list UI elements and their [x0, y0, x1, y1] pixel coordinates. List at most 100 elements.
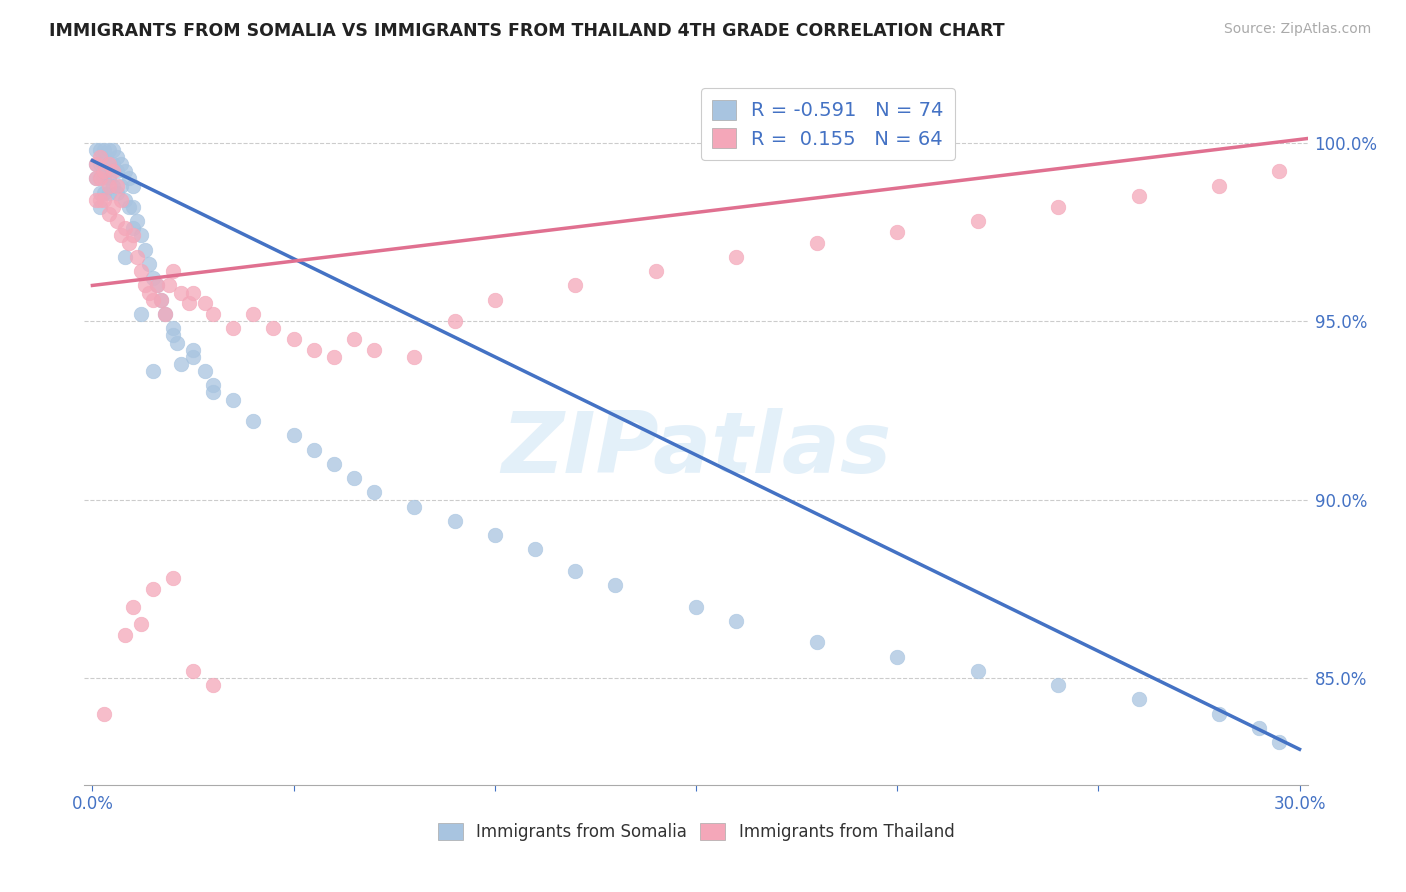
Point — [153, 307, 176, 321]
Point — [93, 193, 115, 207]
Point — [202, 678, 225, 692]
Point — [110, 228, 132, 243]
Point — [966, 664, 988, 678]
Point — [263, 321, 285, 335]
Point — [443, 514, 465, 528]
Point — [1268, 735, 1291, 749]
Point — [89, 186, 111, 200]
Point — [105, 214, 128, 228]
Point — [685, 599, 707, 614]
Point — [1249, 721, 1271, 735]
Point — [181, 350, 204, 364]
Point — [886, 225, 908, 239]
Point — [524, 542, 547, 557]
Text: IMMIGRANTS FROM SOMALIA VS IMMIGRANTS FROM THAILAND 4TH GRADE CORRELATION CHART: IMMIGRANTS FROM SOMALIA VS IMMIGRANTS FR… — [49, 22, 1005, 40]
Point — [170, 357, 193, 371]
Point — [302, 343, 325, 357]
Point — [242, 414, 264, 428]
Point — [114, 250, 136, 264]
Point — [404, 350, 426, 364]
Point — [89, 171, 111, 186]
Point — [966, 214, 988, 228]
Point — [153, 307, 176, 321]
Point — [114, 193, 136, 207]
Point — [89, 193, 111, 207]
Point — [283, 332, 305, 346]
Point — [1047, 200, 1070, 214]
Point — [194, 296, 217, 310]
Point — [138, 257, 160, 271]
Point — [86, 171, 108, 186]
Point — [564, 564, 586, 578]
Point — [93, 186, 115, 200]
Point — [105, 150, 128, 164]
Point — [605, 578, 627, 592]
Point — [194, 364, 217, 378]
Point — [101, 178, 124, 193]
Point — [93, 143, 115, 157]
Point — [162, 328, 184, 343]
Point — [146, 278, 169, 293]
Point — [177, 296, 200, 310]
Point — [125, 214, 148, 228]
Point — [121, 200, 143, 214]
Point — [138, 285, 160, 300]
Point — [806, 635, 828, 649]
Point — [484, 293, 506, 307]
Point — [121, 178, 143, 193]
Point — [1128, 189, 1150, 203]
Point — [86, 193, 108, 207]
Point — [1208, 706, 1230, 721]
Point — [129, 228, 152, 243]
Point — [114, 628, 136, 642]
Point — [105, 178, 128, 193]
Point — [86, 157, 108, 171]
Point — [97, 157, 120, 171]
Point — [170, 285, 193, 300]
Point — [101, 143, 124, 157]
Point — [222, 321, 245, 335]
Text: Source: ZipAtlas.com: Source: ZipAtlas.com — [1223, 22, 1371, 37]
Point — [146, 278, 169, 293]
Point — [222, 392, 245, 407]
Legend: Immigrants from Somalia, Immigrants from Thailand: Immigrants from Somalia, Immigrants from… — [432, 816, 960, 848]
Point — [97, 143, 120, 157]
Point — [202, 385, 225, 400]
Point — [404, 500, 426, 514]
Text: ZIPatlas: ZIPatlas — [501, 408, 891, 491]
Point — [142, 582, 165, 596]
Point — [89, 150, 111, 164]
Point — [363, 343, 385, 357]
Point — [97, 157, 120, 171]
Point — [564, 278, 586, 293]
Point — [93, 164, 115, 178]
Point — [93, 171, 115, 186]
Point — [162, 264, 184, 278]
Point — [202, 378, 225, 392]
Point — [157, 278, 180, 293]
Point — [89, 171, 111, 186]
Point — [1047, 678, 1070, 692]
Point — [886, 649, 908, 664]
Point — [1268, 164, 1291, 178]
Point — [134, 278, 156, 293]
Point — [89, 143, 111, 157]
Point — [97, 171, 120, 186]
Point — [725, 250, 748, 264]
Point — [121, 228, 143, 243]
Point — [129, 264, 152, 278]
Point — [202, 307, 225, 321]
Point — [181, 343, 204, 357]
Point — [110, 178, 132, 193]
Point — [117, 171, 139, 186]
Point — [114, 221, 136, 235]
Point — [134, 243, 156, 257]
Point — [283, 428, 305, 442]
Point — [110, 193, 132, 207]
Point — [162, 571, 184, 585]
Point — [121, 221, 143, 235]
Point — [181, 285, 204, 300]
Point — [484, 528, 506, 542]
Point — [89, 200, 111, 214]
Point — [322, 350, 344, 364]
